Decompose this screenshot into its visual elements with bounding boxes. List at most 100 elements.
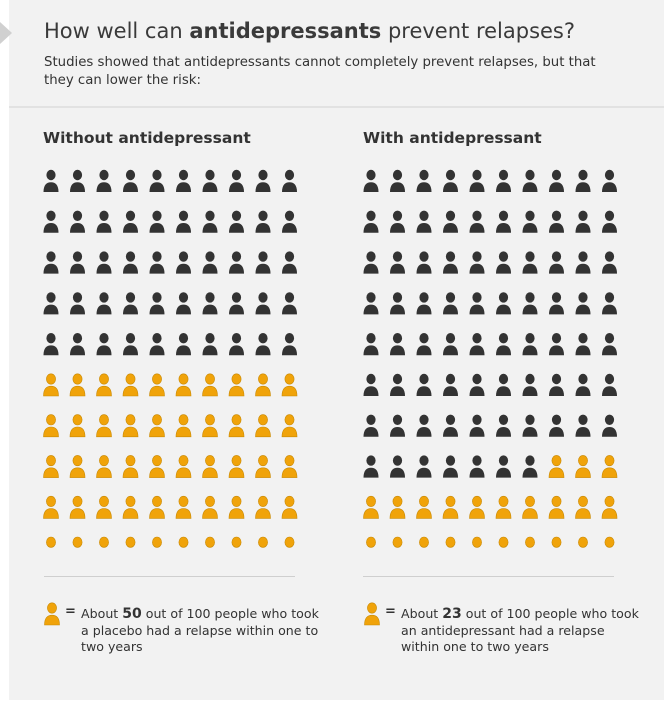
person-icon — [178, 536, 189, 548]
person-no-relapse — [522, 333, 538, 356]
person-no-relapse — [202, 333, 218, 356]
person-relapse — [575, 495, 591, 519]
person-icon — [46, 536, 56, 548]
person-icon — [496, 414, 511, 437]
person-icon — [99, 536, 109, 548]
person-icon — [282, 251, 297, 274]
person-icon — [443, 373, 458, 396]
person-icon — [522, 414, 538, 437]
person-no-relapse — [469, 251, 485, 274]
person-icon — [419, 536, 429, 548]
person-icon — [551, 536, 562, 548]
person-relapse — [122, 373, 139, 397]
person-icon — [149, 169, 165, 192]
person-relapse — [522, 495, 538, 519]
person-icon — [175, 373, 192, 397]
person-relapse — [46, 536, 56, 548]
person-icon — [122, 455, 139, 478]
person-icon — [602, 373, 617, 396]
person-icon — [469, 495, 485, 519]
person-icon — [228, 373, 245, 397]
person-relapse — [175, 373, 192, 397]
person-icon — [176, 251, 191, 274]
person-icon — [43, 169, 59, 192]
person-no-relapse — [363, 292, 379, 315]
person-icon — [202, 373, 218, 397]
person-no-relapse — [416, 333, 432, 356]
person-icon — [416, 414, 432, 437]
person-icon — [445, 536, 456, 548]
person-no-relapse — [522, 414, 538, 437]
person-no-relapse — [43, 210, 59, 233]
person-relapse — [43, 373, 59, 397]
person-relapse — [205, 536, 215, 548]
person-no-relapse — [443, 169, 458, 192]
person-no-relapse — [176, 169, 191, 192]
person-no-relapse — [282, 333, 297, 356]
person-icon — [496, 210, 511, 233]
person-icon — [122, 495, 139, 519]
person-no-relapse — [202, 210, 218, 233]
person-no-relapse — [149, 251, 165, 274]
person-no-relapse — [416, 455, 432, 478]
person-icon — [416, 292, 432, 315]
person-icon — [363, 495, 379, 519]
panel-heading-without: Without antidepressant — [43, 129, 251, 147]
divider-with — [363, 576, 614, 577]
person-icon — [202, 414, 218, 438]
person-icon — [522, 210, 538, 233]
person-relapse — [281, 373, 298, 397]
person-icon — [70, 210, 85, 233]
person-icon — [228, 414, 245, 438]
person-icon — [175, 455, 192, 478]
person-no-relapse — [496, 333, 511, 356]
person-icon — [123, 210, 138, 233]
person-icon — [175, 414, 192, 438]
person-icon — [578, 536, 588, 548]
person-no-relapse — [96, 169, 112, 192]
person-relapse — [202, 373, 218, 397]
person-icon — [442, 495, 459, 519]
person-icon — [258, 536, 268, 548]
person-relapse — [175, 455, 192, 478]
person-icon — [525, 536, 535, 548]
person-no-relapse — [416, 373, 432, 396]
person-icon — [469, 414, 485, 437]
person-icon — [575, 169, 591, 192]
person-icon — [549, 251, 564, 274]
person-icon — [601, 495, 618, 519]
person-relapse — [149, 495, 165, 519]
icon-array — [43, 169, 298, 548]
person-icon — [72, 536, 83, 548]
person-icon — [392, 536, 403, 548]
person-relapse — [604, 536, 615, 548]
person-no-relapse — [390, 251, 405, 274]
person-relapse — [601, 455, 618, 478]
person-no-relapse — [469, 169, 485, 192]
person-relapse — [578, 536, 588, 548]
person-no-relapse — [602, 333, 617, 356]
person-relapse — [525, 536, 535, 548]
person-icon — [255, 373, 271, 397]
person-no-relapse — [390, 169, 405, 192]
person-relapse — [228, 455, 245, 478]
person-relapse — [43, 455, 59, 478]
person-no-relapse — [496, 414, 511, 437]
person-relapse — [202, 455, 218, 478]
person-icon — [496, 292, 511, 315]
person-relapse — [149, 373, 165, 397]
page-title: How well can antidepressants prevent rel… — [44, 19, 576, 43]
person-icon — [469, 292, 485, 315]
person-icon — [43, 333, 59, 356]
person-icon — [602, 251, 617, 274]
person-icon — [416, 169, 432, 192]
person-icon — [255, 251, 271, 274]
person-no-relapse — [176, 251, 191, 274]
person-icon — [202, 292, 218, 315]
person-no-relapse — [202, 169, 218, 192]
person-no-relapse — [229, 292, 244, 315]
person-relapse — [445, 536, 456, 548]
person-relapse — [43, 414, 59, 438]
person-icon — [123, 333, 138, 356]
person-icon — [255, 169, 271, 192]
